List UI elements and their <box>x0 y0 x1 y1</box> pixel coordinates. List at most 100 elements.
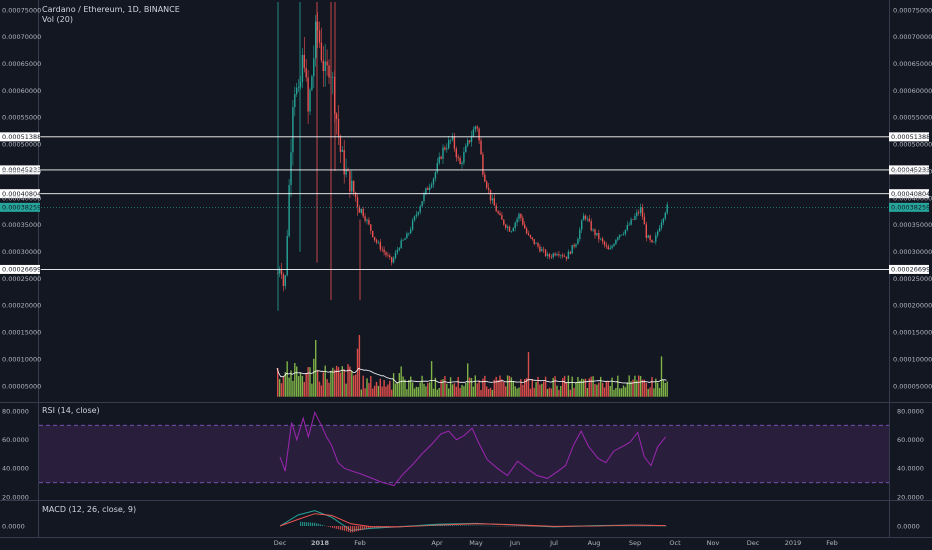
volume-bar <box>455 386 457 397</box>
macd-histogram-bar <box>300 521 302 526</box>
candle-body <box>607 246 609 250</box>
candle-body <box>647 235 649 238</box>
macd-histogram-bar <box>464 525 466 526</box>
volume-bar <box>381 386 383 397</box>
volume-bar <box>609 386 611 397</box>
macd-histogram-bar <box>336 526 338 529</box>
volume-bar <box>620 388 623 397</box>
volume-bar <box>546 389 549 397</box>
candle-body <box>581 220 583 230</box>
volume-bar <box>467 363 469 397</box>
candle-body <box>457 157 459 159</box>
candle-body <box>328 65 330 78</box>
candle-body <box>335 113 338 119</box>
volume-bar <box>643 379 646 397</box>
volume-bar <box>548 387 551 397</box>
macd-histogram-bar <box>442 525 444 526</box>
candle-body <box>548 254 551 257</box>
horizontal-line-label: 0.00051388 <box>2 133 41 141</box>
macd-histogram-bar <box>302 521 304 526</box>
macd-histogram-bar <box>322 524 324 526</box>
volume-bar <box>334 369 336 397</box>
candle-body <box>546 254 549 256</box>
price-axis-tick-label: 0.00010000 <box>2 355 41 363</box>
volume-bar <box>368 383 370 397</box>
volume-bar <box>579 380 581 397</box>
macd-histogram-bar <box>306 522 308 526</box>
time-axis-tick-label: Oct <box>669 539 681 547</box>
volume-bar <box>634 375 636 397</box>
macd-histogram-bar <box>444 525 446 526</box>
price-axis-tick-label: 0.00045000 <box>893 167 932 175</box>
candle-body <box>449 139 452 141</box>
candle-body <box>356 197 359 207</box>
time-axis-tick-label: Jun <box>509 539 520 547</box>
volume-bar <box>457 377 459 397</box>
macd-axis-tick-label: 0.0000 <box>897 522 920 530</box>
candle-body <box>518 214 520 219</box>
price-axis-tick-label: 0.00045000 <box>2 167 41 175</box>
candle-body <box>343 149 345 175</box>
macd-histogram-bar <box>466 525 468 526</box>
macd-histogram-bar <box>436 525 438 526</box>
macd-histogram-bar <box>426 525 428 526</box>
candle-body <box>301 54 304 82</box>
candle-body <box>362 208 364 217</box>
macd-histogram-bar <box>318 523 320 526</box>
candle-body <box>316 21 319 31</box>
volume-bar <box>537 376 539 397</box>
macd-histogram-bar <box>342 526 344 531</box>
macd-axis-tick-label: 0.0000 <box>2 522 25 530</box>
candle-body <box>470 136 473 143</box>
candle-body <box>550 256 552 258</box>
candle-body <box>533 239 535 244</box>
volume-bar <box>501 379 503 397</box>
last-price-label: 0.00038259 <box>891 204 930 212</box>
volume-bar <box>586 388 589 397</box>
candle-body <box>427 188 429 190</box>
rsi-axis-tick-label: 80.0000 <box>2 407 29 415</box>
volume-bar <box>446 383 448 397</box>
candle-body <box>596 233 598 236</box>
price-axis-tick-label: 0.00065000 <box>2 60 41 68</box>
candle-body <box>383 249 385 253</box>
macd-histogram-bar <box>454 525 456 526</box>
volume-bar <box>303 382 305 397</box>
candle-body <box>577 239 579 245</box>
candle-body <box>522 217 524 225</box>
volume-bar <box>645 383 647 397</box>
macd-pane <box>279 510 668 533</box>
horizontal-lines[interactable]: 0.00051388 0.00051388 0.00045233 0.00045233… <box>0 132 930 274</box>
candle-body <box>400 240 402 249</box>
rsi-axis-tick-label: 20.0000 <box>2 493 29 501</box>
volume-bar <box>421 375 423 397</box>
macd-histogram-bar <box>320 524 322 526</box>
candle-body <box>643 216 646 225</box>
candle-body <box>524 224 526 229</box>
candle-body <box>539 246 541 252</box>
candle-body <box>609 248 611 250</box>
volume-bar <box>307 367 309 397</box>
time-axis-tick-label: Dec <box>274 539 287 547</box>
candle-body <box>303 54 305 68</box>
volume-bar <box>508 375 511 397</box>
volume-bar <box>463 386 465 397</box>
volume-bar <box>284 372 286 397</box>
candle-body <box>653 241 655 243</box>
candle-body <box>440 156 442 159</box>
macd-histogram-bar <box>380 526 382 527</box>
volume-bar <box>577 377 579 397</box>
volume-bar <box>639 376 642 397</box>
candle-body <box>313 58 315 77</box>
candle-body <box>290 152 292 186</box>
volume-bar <box>666 381 668 397</box>
candle-body <box>391 257 393 263</box>
candle-body <box>613 244 615 247</box>
macd-histogram-bar <box>314 522 316 526</box>
candle-body <box>358 206 361 213</box>
volume-bar <box>560 385 562 397</box>
candle-body <box>497 211 499 214</box>
volume-title: Vol (20) <box>42 15 73 24</box>
candle-body <box>282 274 285 286</box>
